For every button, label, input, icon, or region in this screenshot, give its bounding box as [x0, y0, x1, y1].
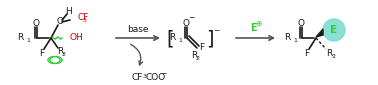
Text: 3: 3	[83, 18, 87, 23]
Text: H: H	[66, 6, 72, 15]
Text: 3: 3	[143, 74, 147, 79]
Text: O: O	[56, 16, 64, 26]
Text: E: E	[330, 25, 338, 35]
Text: E: E	[250, 23, 256, 33]
Text: R: R	[17, 33, 23, 42]
Text: O: O	[183, 19, 189, 28]
Text: ]: ]	[206, 29, 214, 49]
Text: 1: 1	[26, 39, 30, 44]
Text: F: F	[200, 44, 204, 53]
Text: F: F	[304, 49, 310, 57]
Polygon shape	[316, 29, 323, 37]
Text: R: R	[57, 48, 63, 57]
Text: 1: 1	[293, 39, 297, 44]
Text: R: R	[169, 33, 175, 42]
Text: 2: 2	[331, 53, 335, 58]
Text: 1: 1	[178, 39, 182, 44]
Text: O: O	[297, 19, 305, 28]
Text: CF: CF	[131, 73, 143, 82]
Text: OH: OH	[69, 32, 83, 41]
Text: −: −	[160, 70, 166, 79]
Circle shape	[323, 19, 345, 41]
Text: base: base	[127, 24, 149, 33]
Text: [: [	[166, 29, 174, 49]
Text: −: −	[213, 27, 219, 36]
Text: 2: 2	[62, 53, 66, 57]
Text: ⊕: ⊕	[255, 19, 261, 28]
Text: R: R	[191, 52, 197, 61]
Text: F: F	[39, 49, 45, 57]
Text: −: −	[188, 14, 194, 23]
Text: R: R	[284, 33, 290, 42]
Text: CF: CF	[77, 12, 88, 22]
Text: COO: COO	[146, 73, 166, 82]
Text: R: R	[326, 49, 332, 57]
Text: 2: 2	[196, 57, 200, 62]
Text: O: O	[33, 19, 39, 28]
